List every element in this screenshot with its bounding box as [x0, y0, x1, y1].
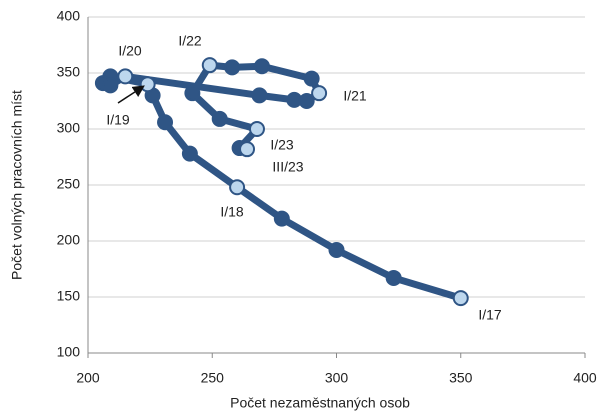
arrow	[117, 85, 145, 104]
point	[328, 241, 345, 258]
point	[181, 145, 198, 162]
y-tick-label: 100	[57, 344, 81, 360]
point	[184, 85, 201, 102]
point	[253, 58, 270, 75]
point	[303, 70, 320, 87]
x-tick-label: 300	[325, 370, 349, 386]
point	[139, 76, 156, 93]
point	[298, 93, 315, 109]
x-tick-label: 350	[449, 370, 473, 386]
y-tick-label: 400	[57, 8, 81, 24]
y-tick-label: 350	[57, 64, 81, 80]
point	[248, 121, 265, 137]
y-tick-label: 300	[57, 120, 81, 136]
point-label: III/23	[272, 159, 303, 175]
x-tick-label: 200	[76, 370, 100, 386]
point	[229, 179, 246, 196]
point	[311, 85, 328, 102]
point-label: I/22	[178, 33, 202, 49]
point	[385, 269, 402, 286]
point	[273, 210, 290, 227]
x-axis-label: Počet nezaměstnaných osob	[230, 395, 410, 411]
point-label: I/19	[106, 112, 130, 128]
y-axis-label: Počet volných pracovních míst	[9, 90, 25, 280]
point	[157, 114, 174, 131]
y-tick-label: 150	[57, 288, 81, 304]
x-tick-label: 400	[573, 370, 597, 386]
point	[201, 57, 218, 74]
y-tick-label: 200	[57, 232, 81, 248]
point	[239, 141, 256, 158]
point-label: I/20	[118, 43, 142, 59]
point	[102, 77, 119, 94]
point	[251, 87, 268, 104]
point-label: I/21	[343, 88, 367, 104]
point-label: I/18	[220, 204, 244, 220]
y-tick-label: 250	[57, 176, 81, 192]
point-label: I/17	[478, 307, 502, 323]
point	[224, 59, 241, 76]
point	[211, 110, 228, 127]
point	[117, 68, 134, 85]
x-tick-label: 250	[201, 370, 225, 386]
point-label: I/23	[270, 137, 294, 153]
point	[452, 290, 469, 307]
